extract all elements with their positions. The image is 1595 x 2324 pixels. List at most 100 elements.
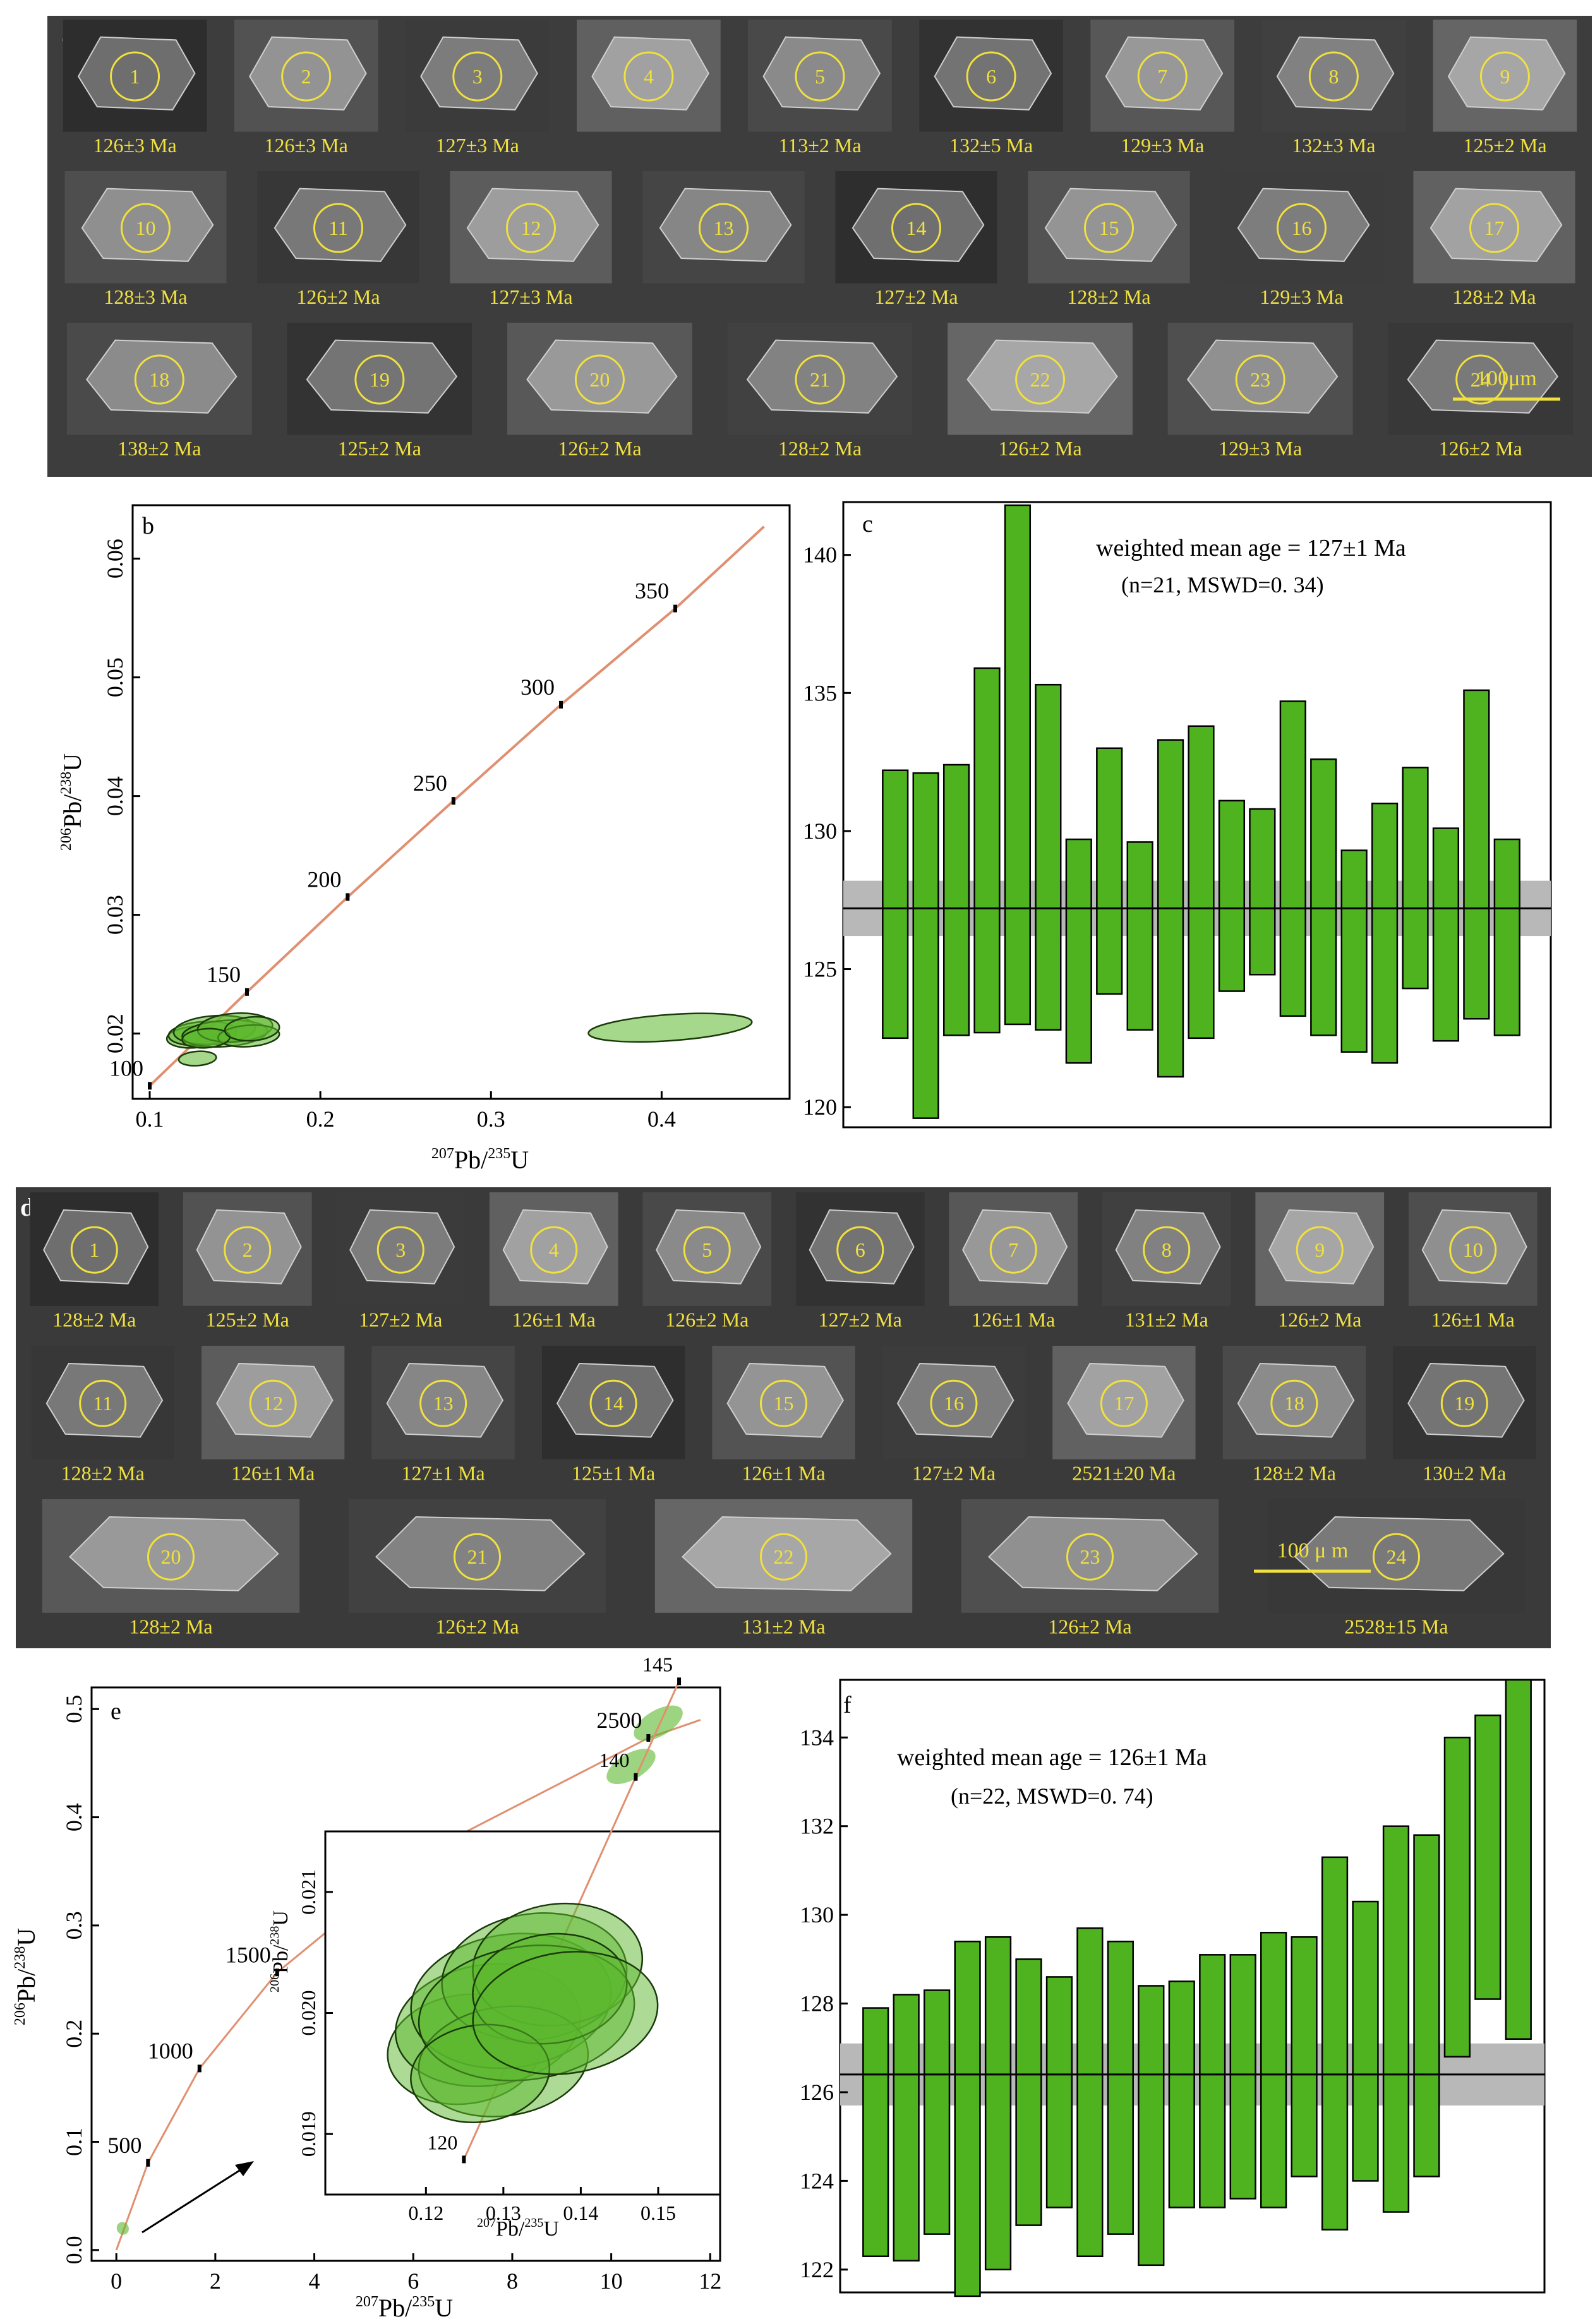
spot-age-label: 125±2 Ma [206,1309,289,1331]
age-error-bar [1045,1976,1073,2208]
spot-circle [1235,354,1285,405]
chart-f-annotation-stats: (n=22, MSWD=0. 74) [951,1783,1153,1809]
y-tick-label: 120 [803,1094,837,1120]
x-tick-label: 0.15 [641,2201,676,2224]
spot-circle [1066,1533,1114,1581]
age-error-bar [924,1989,951,2235]
age-error-bar [1413,1834,1440,2177]
spot-circle [891,203,941,253]
spot-circle [930,1379,978,1427]
age-error-bar [1096,747,1123,995]
age-error-bar [1015,1958,1042,2226]
spot-age-label: 128±2 Ma [1452,285,1536,308]
spot-number: 5 [815,65,825,88]
spot-number: 20 [589,368,610,391]
spot-age-label: 126±2 Ma [435,1615,519,1638]
spot-circle [1469,203,1519,253]
grain-crystal [988,1516,1198,1591]
spot-number: 12 [521,217,541,239]
spot-age-label: 126±2 Ma [1439,437,1522,460]
spot-age-label: 127±2 Ma [912,1462,996,1485]
spot-number: 14 [906,217,927,239]
spot-number: 21 [467,1545,488,1568]
spot-circle [70,1226,118,1274]
spot-number: 7 [1008,1238,1018,1261]
spot-circle [1277,203,1327,253]
age-error-bar [1188,725,1215,1039]
grain-crystal [420,36,538,111]
grain-crystal [1447,36,1566,111]
grain-crystal [746,339,898,414]
grain-crystal [809,1209,915,1285]
age-tick-mark [451,797,455,805]
spot-number: 4 [644,65,654,88]
spot-circle [1015,354,1066,405]
chart-b-age-labels: 100 150 200 250 300 350 [109,578,678,1090]
grain-crystal [1407,1362,1525,1438]
age-tick-mark [244,988,249,996]
inset-age-labels: 120 140 145 [427,1653,682,2164]
spot-circle [506,203,556,253]
age-tick-mark [275,1968,279,1977]
age-error-bar [1432,827,1460,1042]
age-error-bar [1229,1954,1256,2200]
grain-crystal [249,36,367,111]
chart-c-y-ticks: 120 125 130 135 140 [803,542,851,1120]
spot-circle [1449,1226,1497,1274]
spot-circle [419,1379,467,1427]
y-tick-label: 0.019 [297,2111,320,2157]
y-tick-label: 0.03 [102,895,128,935]
y-tick-label: 0.4 [61,1803,87,1831]
age-error-bar [1279,700,1306,1017]
spot-age-label: 125±2 Ma [1463,134,1546,157]
grain-crystal [196,1209,302,1285]
spot-age-label: 126±3 Ma [265,134,348,157]
spot-age-label: 126±1 Ma [972,1309,1055,1331]
spot-age-label: 132±5 Ma [949,134,1033,157]
spot-age-label: 126±2 Ma [998,437,1081,460]
inset-arrow-head [235,2161,254,2176]
y-tick-label: 126 [800,2080,834,2105]
spot-age-label: 130±2 Ma [1423,1462,1506,1485]
spot-age-label: 132±3 Ma [1292,134,1375,157]
age-tick-mark [559,700,563,709]
spot-number: 9 [1315,1238,1325,1261]
y-tick-label: 130 [800,1902,834,1927]
x-tick-label: 0.14 [563,2201,598,2224]
y-tick-label: 132 [800,1814,834,1839]
inset-x-ticks: 0.12 0.13 0.14 0.15 [408,2187,676,2224]
grain-crystal [1429,188,1563,262]
y-tick-label: 0.05 [102,657,128,697]
age-label: 500 [107,2133,141,2158]
error-ellipse [634,1705,683,1741]
spot-circle [795,51,845,102]
grain-crystal [1276,36,1395,111]
spot-age-label: 126±1 Ma [512,1309,596,1331]
age-error-bar [1310,758,1337,1036]
chart-b-xlabel: 207Pb/235U [431,1146,529,1174]
chart-f-letter: f [843,1692,852,1718]
grain-crystal [1105,36,1224,111]
spot-circle [354,354,405,405]
grain-crystal [77,36,196,111]
spot-age-label: 2521±20 Ma [1072,1462,1176,1485]
spot-age-label: 126±1 Ma [742,1462,825,1485]
spot-circle [224,1226,272,1274]
spot-circle [589,1379,637,1427]
grain-crystal [81,188,214,262]
spot-age-label: 113±2 Ma [778,134,861,157]
spot-number: 1 [130,65,140,88]
x-tick-label: 0.3 [477,1106,505,1132]
age-label: 140 [599,1749,629,1771]
spot-number: 13 [433,1392,454,1415]
age-error-bar [912,772,939,1119]
age-error-bar [984,1936,1012,2271]
y-tick-label: 124 [800,2168,834,2193]
age-label: 1500 [226,1942,271,1967]
inset-y-ticks: 0.019 0.020 0.021 [297,1869,333,2157]
age-error-bar [1321,1856,1349,2231]
chart-e-ellipses [116,1705,683,2235]
x-tick-label: 12 [699,2268,721,2294]
age-error-bar [1340,849,1368,1053]
